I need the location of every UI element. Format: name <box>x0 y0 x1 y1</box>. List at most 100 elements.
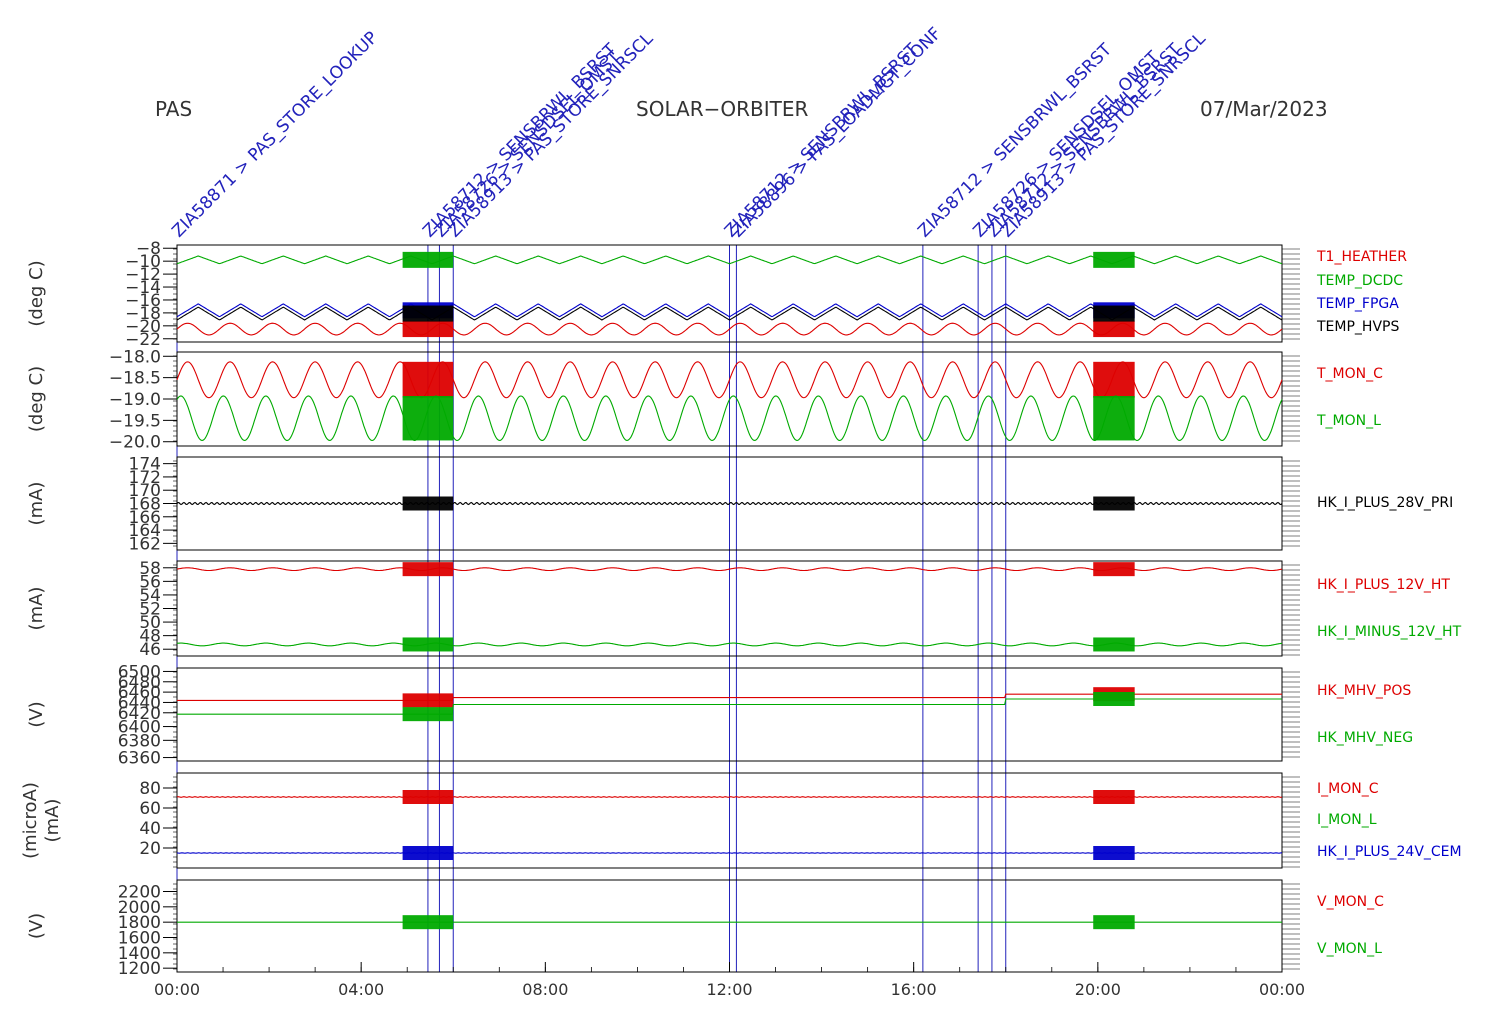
legend-hk-i-plus-24v-cem: HK_I_PLUS_24V_CEM <box>1317 844 1462 860</box>
burst-hk-i-plus-24v-cem <box>402 846 454 860</box>
burst-temp-hvps <box>1093 305 1135 322</box>
y-tick-label: −14 <box>125 278 161 298</box>
legend-t-mon-l: T_MON_L <box>1316 413 1381 429</box>
burst-t1-heather <box>1093 321 1135 338</box>
legend-hk-i-minus-12v-ht: HK_I_MINUS_12V_HT <box>1317 624 1462 640</box>
legend-t-mon-c: T_MON_C <box>1316 366 1383 382</box>
y-axis-label: (V) <box>26 701 47 727</box>
x-tick-label: 04:00 <box>338 980 384 999</box>
panel-1: −8−10−12−14−16−18−20−22 (deg C) T1_HEATHER… <box>26 239 1407 350</box>
y-tick-label: 168 <box>129 495 161 515</box>
burst-temp-dcdc <box>402 251 454 268</box>
y-tick-label: 6360 <box>118 749 161 769</box>
burst-temp-dcdc <box>1093 251 1135 268</box>
burst-t-mon-c <box>1093 361 1135 398</box>
burst-i-mon-c <box>1093 790 1135 804</box>
header-instrument: PAS <box>155 97 192 121</box>
annotation-lines <box>176 245 1007 972</box>
panel-frame <box>176 244 1283 343</box>
y-tick-label: 52 <box>139 600 161 620</box>
header-mission: SOLAR−ORBITER <box>636 97 808 121</box>
burst-hk-i-plus-24v-cem <box>1093 846 1135 860</box>
header-date: 07/Mar/2023 <box>1200 97 1328 121</box>
legend-hk-mhv-pos: HK_MHV_POS <box>1317 683 1411 699</box>
burst-hk-i-plus-28v-pri <box>402 496 454 511</box>
annotation-label: ZIA58871 > PAS_STORE_LOOKUP <box>168 28 382 242</box>
burst-hk-i-minus-12v-ht <box>402 637 454 652</box>
x-tick-label: 20:00 <box>1075 980 1121 999</box>
legend-i-mon-c: I_MON_C <box>1317 781 1379 797</box>
y-tick-label: 48 <box>139 627 161 647</box>
y-tick-label: 80 <box>139 779 161 799</box>
burst-hk-i-plus-12v-ht <box>1093 562 1135 577</box>
y-tick-label: −19.5 <box>109 411 161 431</box>
legend-t1-heather: T1_HEATHER <box>1316 249 1407 265</box>
y-tick-label: −18.0 <box>109 347 161 367</box>
y-tick-label: −20.0 <box>109 433 161 453</box>
y-tick-label: −10 <box>125 252 161 272</box>
y-tick-label: 174 <box>129 455 161 475</box>
y-axis-label: (deg C) <box>26 260 47 326</box>
legend-hk-i-plus-12v-ht: HK_I_PLUS_12V_HT <box>1317 577 1450 593</box>
y-tick-label: 2200 <box>118 883 161 903</box>
y-tick-label: 56 <box>139 572 161 592</box>
legend-hk-mhv-neg: HK_MHV_NEG <box>1317 730 1413 746</box>
x-axis: 00:00 04:00 08:00 12:00 16:00 20:00 00:00 <box>154 962 1305 999</box>
burst-v-mon-l <box>1093 915 1135 930</box>
annotation-label: ZIA58896 > PAS_LOADMGT_CONF <box>728 24 946 242</box>
y-tick-label: 60 <box>139 799 161 819</box>
burst-t1-heather <box>402 321 454 338</box>
panels: −8−10−12−14−16−18−20−22 (deg C) T1_HEATHER… <box>20 239 1462 979</box>
y-tick-label: 6380 <box>118 731 161 751</box>
legend-temp-hvps: TEMP_HVPS <box>1316 319 1399 335</box>
y-tick-label: −18.5 <box>109 369 161 389</box>
y-axis-label: (deg C) <box>26 366 47 432</box>
legend-temp-fpga: TEMP_FPGA <box>1316 296 1399 312</box>
y-axis-label: (mA) <box>26 482 47 526</box>
x-tick-label: 12:00 <box>706 980 752 999</box>
burst-t-mon-c <box>402 361 454 398</box>
x-tick-label: 00:00 <box>1259 980 1305 999</box>
y-tick-label: −22 <box>125 330 161 350</box>
y-tick-label: 1800 <box>118 913 161 933</box>
y-tick-label: 40 <box>139 819 161 839</box>
legend-i-mon-l: I_MON_L <box>1317 812 1377 828</box>
y-axis-label: (mA) <box>26 587 47 631</box>
burst-v-mon-l <box>402 915 454 930</box>
burst-hk-mhv-pos <box>402 693 454 708</box>
burst-hk-i-plus-28v-pri <box>1093 496 1135 511</box>
y-tick-label: 170 <box>129 481 161 501</box>
y-tick-label: 50 <box>139 613 161 633</box>
y-tick-label: 6460 <box>118 683 161 703</box>
x-tick-label: 00:00 <box>154 980 200 999</box>
legend-hk-i-plus-28v-pri: HK_I_PLUS_28V_PRI <box>1317 495 1453 511</box>
y-tick-label: −20 <box>125 317 161 337</box>
y-tick-label: 58 <box>139 559 161 579</box>
panel-frame <box>176 772 1283 869</box>
y-tick-label: −16 <box>125 291 161 311</box>
y-tick-label: 166 <box>129 508 161 528</box>
y-tick-label: 162 <box>129 534 161 554</box>
y-axis-label-2: (mA) <box>42 799 63 843</box>
x-tick-label: 08:00 <box>522 980 568 999</box>
y-tick-label: 46 <box>139 640 161 660</box>
y-tick-label: 164 <box>129 521 161 541</box>
legend-temp-dcdc: TEMP_DCDC <box>1316 273 1403 289</box>
y-tick-label: −8 <box>136 239 161 259</box>
y-tick-label: 1200 <box>118 959 161 979</box>
y-tick-label: −12 <box>125 265 161 285</box>
y-tick-label: 6400 <box>118 718 161 738</box>
y-tick-label: 6420 <box>118 704 161 724</box>
burst-i-mon-c <box>402 790 454 804</box>
legend-v-mon-c: V_MON_C <box>1317 894 1384 910</box>
burst-hk-i-plus-12v-ht <box>402 562 454 577</box>
y-tick-label: 54 <box>139 586 161 606</box>
x-tick-label: 16:00 <box>891 980 937 999</box>
burst-temp-hvps <box>402 305 454 322</box>
